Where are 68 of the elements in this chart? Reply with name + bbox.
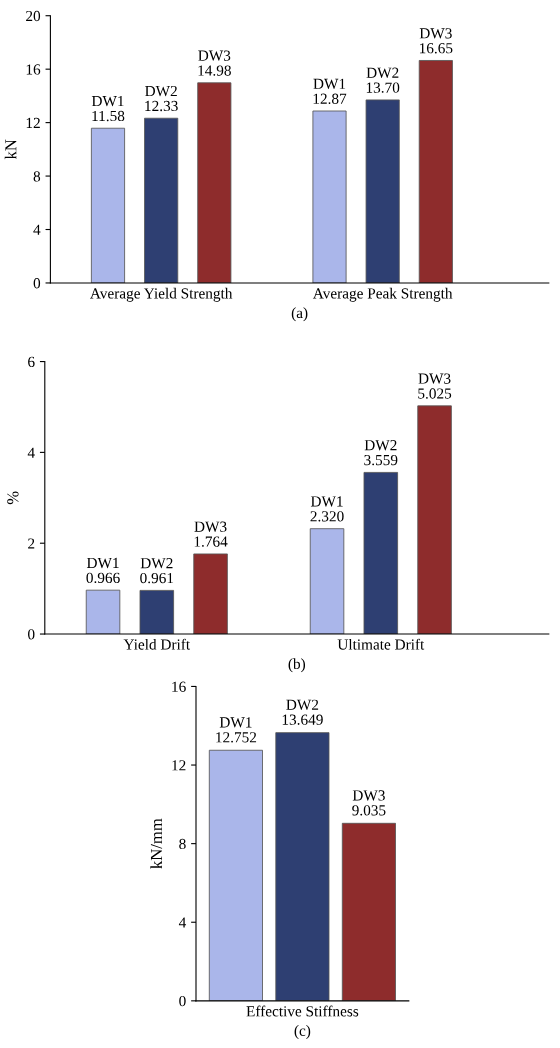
text: DW2 bbox=[140, 558, 173, 569]
y-tick-label: 4 bbox=[27, 447, 35, 458]
series-label: DW2 bbox=[364, 440, 397, 451]
bar bbox=[309, 528, 345, 635]
y-tick-label: 6 bbox=[28, 356, 35, 368]
y-tick-label: 20 bbox=[26, 10, 41, 22]
bar bbox=[417, 405, 452, 635]
y-axis-title: kN bbox=[4, 139, 17, 160]
data-label: 12.87 bbox=[313, 93, 347, 104]
data-label: 5.025 bbox=[418, 388, 452, 399]
series-label: DW3 bbox=[419, 28, 452, 39]
bar bbox=[193, 553, 228, 635]
text: DW1 bbox=[86, 557, 119, 569]
bar bbox=[197, 82, 232, 283]
x-axis-title: (c) bbox=[294, 1025, 311, 1039]
x-tick-label: Average Yield Strength bbox=[90, 287, 233, 302]
x-axis-title: (b) bbox=[288, 658, 306, 673]
y-tick-label: 0 bbox=[179, 995, 186, 1007]
text: DW2 bbox=[366, 67, 399, 78]
y-axis-title: % bbox=[7, 491, 19, 505]
data-label: 12.33 bbox=[145, 100, 178, 112]
bar bbox=[418, 60, 453, 283]
y-tick-label: 8 bbox=[33, 171, 41, 182]
bar bbox=[85, 589, 121, 635]
y-tick-label: 16 bbox=[172, 681, 186, 692]
data-label: 11.58 bbox=[92, 110, 125, 122]
data-label: 16.65 bbox=[419, 43, 453, 54]
data-label: 12.752 bbox=[216, 732, 257, 743]
bar bbox=[365, 99, 400, 283]
x-tick-label: Effective Stiffness bbox=[246, 1005, 359, 1017]
y-tick-label: 4 bbox=[178, 917, 187, 928]
y-tick-label: 12 bbox=[26, 117, 40, 128]
y-axis-title: kN/mm bbox=[150, 818, 163, 869]
series-label: DW3 bbox=[352, 790, 385, 801]
series-label: DW2 bbox=[286, 699, 319, 710]
series-label: DW1 bbox=[219, 717, 252, 728]
y-tick-label: 4 bbox=[33, 224, 41, 235]
y-tick-label: 0 bbox=[33, 278, 41, 289]
bar bbox=[363, 471, 399, 635]
bar bbox=[139, 589, 175, 635]
x-tick-label: Average Peak Strength bbox=[312, 287, 453, 302]
series-label: DW1 bbox=[313, 78, 346, 90]
data-label: 0.966 bbox=[86, 572, 120, 584]
x-tick-label: Ultimate Drift bbox=[337, 638, 425, 650]
data-label: 13.649 bbox=[282, 714, 323, 725]
y-tick-label: 12 bbox=[172, 760, 186, 771]
data-label: 13.70 bbox=[366, 82, 400, 93]
text: DW3 bbox=[198, 50, 231, 61]
bar bbox=[144, 117, 179, 283]
y-tick-label: 16 bbox=[26, 64, 41, 75]
data-label: 1.764 bbox=[194, 536, 228, 547]
y-tick-label: 0 bbox=[28, 629, 35, 640]
data-label: 2.320 bbox=[310, 511, 344, 522]
data-label: 0.961 bbox=[140, 572, 174, 584]
text: DW3 bbox=[418, 373, 451, 384]
data-label: 14.98 bbox=[198, 65, 231, 76]
series-label: DW3 bbox=[194, 521, 227, 532]
data-label: 9.035 bbox=[352, 805, 386, 816]
y-tick-label: 2 bbox=[28, 538, 35, 549]
series-label: DW1 bbox=[310, 496, 343, 507]
bar bbox=[90, 127, 126, 283]
series-label: DW2 bbox=[145, 85, 177, 97]
text: DW1 bbox=[91, 95, 124, 107]
x-tick-label: Yield Drift bbox=[123, 638, 191, 650]
y-tick-label: 8 bbox=[179, 838, 186, 850]
x-axis-title: (a) bbox=[291, 307, 308, 322]
bar bbox=[312, 110, 347, 283]
data-label: 3.559 bbox=[364, 454, 398, 466]
